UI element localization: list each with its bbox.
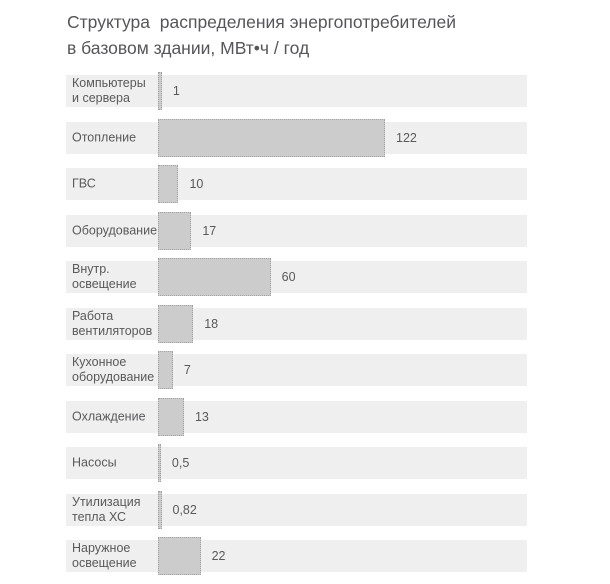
value-label: 18: [204, 316, 219, 331]
value-label: 7: [183, 363, 191, 377]
bar: [158, 397, 184, 436]
value-label: 13: [194, 409, 209, 424]
chart-row: Утилизация тепла ХС 0,82: [66, 490, 527, 529]
value-label: 10: [189, 177, 204, 191]
bar: [158, 537, 201, 575]
chart-row: Наружное освещение 22: [66, 537, 527, 575]
category-label: Компьютеры и сервера: [72, 76, 146, 105]
value-label: 122: [396, 130, 417, 145]
bar: [158, 211, 192, 250]
chart-row: ГВС 10: [66, 165, 527, 203]
category-label: Оборудование: [72, 223, 158, 237]
value-label: 60: [281, 270, 296, 284]
category-label: Отопление: [72, 130, 137, 144]
value-label: 1: [172, 84, 180, 98]
category-label: Наружное освещение: [72, 541, 137, 570]
category-label: Охлаждение: [72, 409, 146, 423]
bar: [158, 72, 162, 110]
chart-row: Отопление 122: [66, 118, 527, 157]
category-label: Насосы: [72, 455, 117, 470]
category-label: ГВС: [72, 176, 96, 191]
category-label: Утилизация тепла ХС: [72, 494, 141, 524]
chart-title: Структура распределения энергопотребител…: [67, 12, 456, 58]
chart-row: Охлаждение 13: [66, 397, 527, 436]
chart-row: Насосы 0,5: [66, 444, 527, 482]
chart-row: Оборудование 17: [66, 211, 527, 250]
category-label: Внутр. освещение: [72, 262, 137, 291]
category-label: Работа вентиляторов: [72, 308, 153, 338]
value-label: 22: [211, 549, 226, 563]
chart-row: Кухонное оборудование 7: [66, 351, 527, 389]
value-label: 0,82: [172, 502, 197, 517]
bar: [158, 351, 173, 389]
chart-row: Внутр. освещение 60: [66, 258, 527, 296]
bar: [158, 165, 179, 203]
chart-rows: Компьютеры и сервера 1 Отопление 122 ГВС…: [66, 72, 527, 575]
chart-row: Работа вентиляторов 18: [66, 304, 527, 343]
value-label: 0,5: [171, 456, 190, 470]
value-label: 17: [202, 223, 217, 238]
bar: [158, 490, 162, 529]
bar: [158, 304, 194, 343]
bar: [158, 258, 271, 296]
chart-row: Компьютеры и сервера 1: [66, 72, 527, 110]
category-label: Кухонное оборудование: [72, 355, 155, 384]
bar: [158, 118, 385, 157]
bar: [158, 444, 161, 482]
